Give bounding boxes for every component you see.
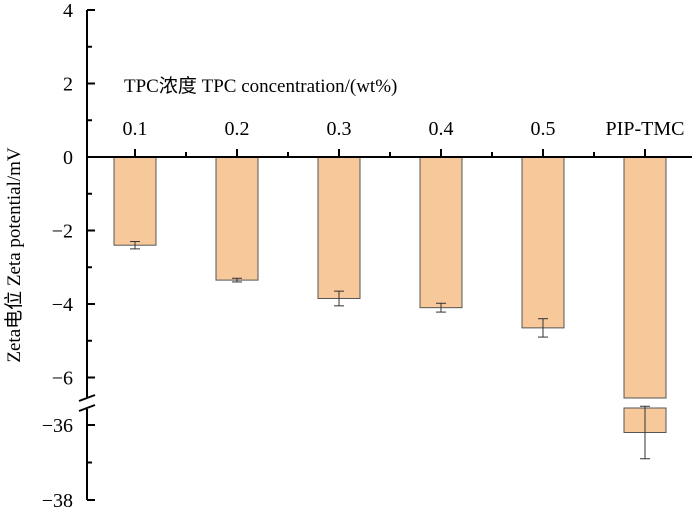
y-tick-label: −4 (52, 294, 73, 316)
error-bar (232, 277, 242, 283)
x-axis-title: TPC浓度 TPC concentration/(wt%) (124, 75, 397, 97)
category-label: 0.2 (225, 118, 250, 140)
y-tick-label: 0 (63, 147, 73, 169)
y-tick-label: 2 (63, 74, 73, 96)
y-tick-label: 4 (63, 0, 73, 22)
category-label: 0.4 (429, 118, 454, 140)
y-tick-label: −38 (42, 490, 73, 512)
y-tick-label: −2 (52, 221, 73, 243)
category-label: 0.1 (123, 118, 148, 140)
error-bar (640, 405, 650, 460)
bar (317, 156, 361, 299)
bar (419, 156, 463, 309)
y-tick-label: −36 (42, 415, 73, 437)
axes-layer (78, 9, 692, 501)
bar-upper-segment (623, 156, 667, 399)
error-bar (130, 241, 140, 250)
axis-break-mark-bottom (78, 404, 96, 412)
errorbars-layer (130, 241, 650, 460)
error-bar (436, 302, 446, 313)
y-tick-label: −6 (52, 368, 73, 390)
axis-break-mark-top (78, 394, 96, 402)
error-bar (334, 290, 344, 307)
category-label: PIP-TMC (606, 118, 685, 140)
bar (521, 156, 565, 329)
category-label: 0.3 (327, 118, 352, 140)
error-bar (538, 318, 548, 338)
y-axis-title: Zeta电位 Zeta potential/mV (3, 147, 25, 363)
bar (113, 156, 157, 246)
category-labels-layer: 0.1 0.2 0.3 0.4 0.5 PIP-TMC (123, 118, 685, 140)
tick-labels-layer: 4 2 0 −2 −4 −6 −36 −38 (42, 0, 73, 512)
category-label: 0.5 (531, 118, 556, 140)
bar (215, 156, 259, 281)
bar (623, 156, 667, 433)
bars-layer (113, 156, 667, 433)
